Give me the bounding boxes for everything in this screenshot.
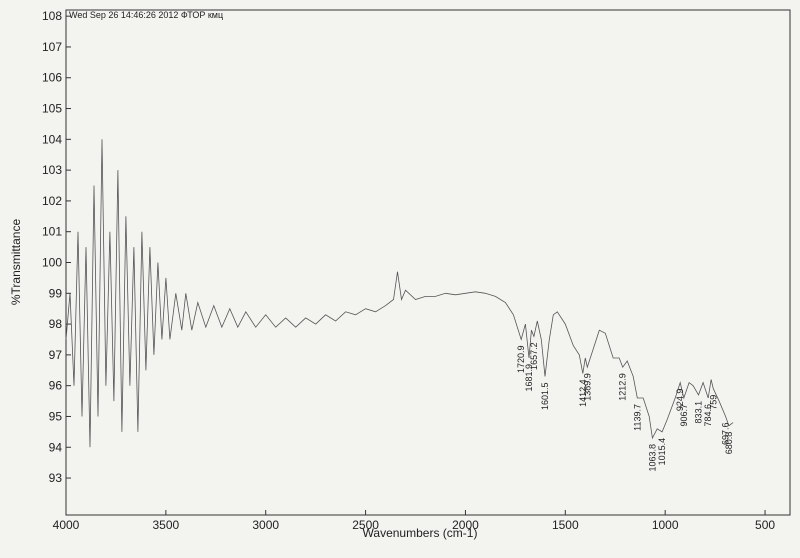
peak-label: 1412.4 bbox=[578, 379, 588, 407]
peak-label: 1657.2 bbox=[529, 342, 539, 370]
peak-label: 1063.8 bbox=[647, 444, 657, 472]
peak-label: 924.9 bbox=[675, 389, 685, 412]
peak-label: 1681.9 bbox=[524, 364, 534, 392]
x-tick-label: 1000 bbox=[652, 518, 679, 532]
peak-label: 1720.9 bbox=[516, 345, 526, 373]
peak-label: 1601.5 bbox=[540, 382, 550, 410]
y-tick-label: 96 bbox=[49, 379, 63, 393]
y-tick-label: 99 bbox=[49, 286, 63, 300]
peak-label: 697.6 bbox=[721, 422, 731, 445]
peak-label: 833.1 bbox=[694, 401, 704, 424]
x-tick-label: 3500 bbox=[153, 518, 180, 532]
y-tick-label: 101 bbox=[42, 225, 62, 239]
peak-label: 906.7 bbox=[679, 404, 689, 427]
peak-label: 1139.7 bbox=[632, 404, 642, 431]
x-tick-label: 1500 bbox=[552, 518, 579, 532]
peak-label: 680.8 bbox=[724, 432, 734, 455]
y-tick-label: 97 bbox=[49, 348, 63, 362]
y-tick-label: 94 bbox=[49, 440, 63, 454]
peak-label: 1015.4 bbox=[657, 438, 667, 466]
x-tick-label: 500 bbox=[755, 518, 775, 532]
y-tick-label: 108 bbox=[42, 9, 62, 23]
peak-label: 1212.9 bbox=[618, 373, 628, 401]
spectrum-line bbox=[65, 139, 734, 448]
x-tick-label: 3000 bbox=[252, 518, 279, 532]
peak-label: 759 bbox=[708, 395, 718, 410]
x-tick-label: 2500 bbox=[352, 518, 379, 532]
x-tick-label: 4000 bbox=[53, 518, 80, 532]
peak-label: 784.6 bbox=[703, 404, 713, 427]
x-tick-label: 2000 bbox=[452, 518, 479, 532]
y-tick-label: 107 bbox=[42, 40, 62, 54]
y-tick-label: 98 bbox=[49, 317, 63, 331]
x-axis-label: Wavenumbers (cm-1) bbox=[363, 526, 478, 540]
y-tick-label: 105 bbox=[42, 102, 62, 116]
y-tick-label: 100 bbox=[42, 256, 62, 270]
y-tick-label: 104 bbox=[42, 132, 62, 146]
y-tick-label: 102 bbox=[42, 194, 62, 208]
y-tick-label: 95 bbox=[49, 409, 63, 423]
y-tick-label: 93 bbox=[49, 471, 63, 485]
chart-title: Wed Sep 26 14:46:26 2012 ФТОР кмц bbox=[69, 10, 223, 20]
peak-label: 1389.9 bbox=[582, 373, 592, 401]
y-tick-label: 106 bbox=[42, 71, 62, 85]
y-tick-label: 103 bbox=[42, 163, 62, 177]
y-axis-label: %Transmittance bbox=[9, 219, 23, 306]
